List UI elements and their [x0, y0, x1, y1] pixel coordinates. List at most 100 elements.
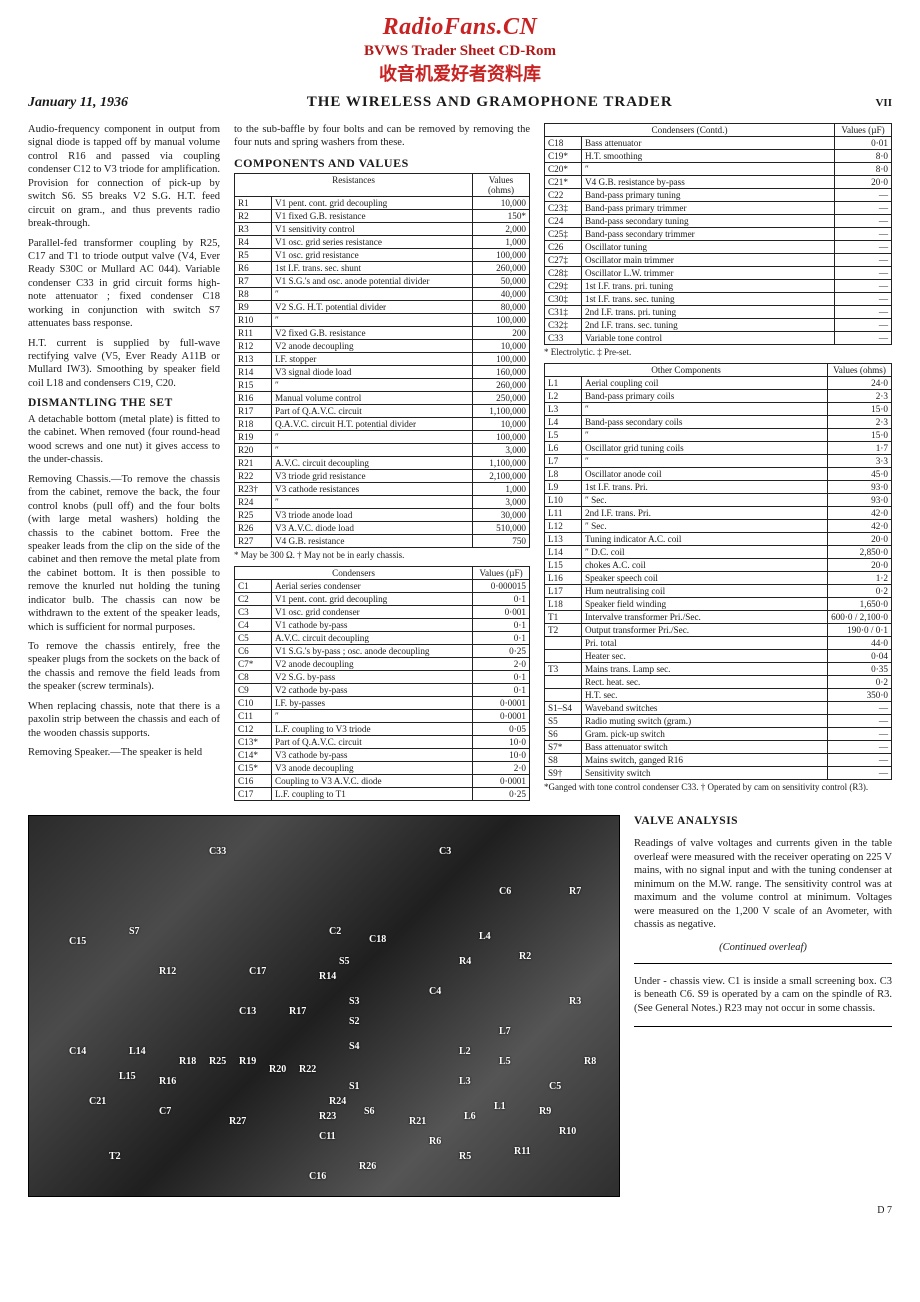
component-ref: C20*	[545, 163, 582, 176]
table-row: Heater sec.0·04	[545, 650, 892, 663]
component-ref: R4	[235, 235, 272, 248]
component-ref: L7	[545, 455, 582, 468]
photo-label: R19	[239, 1056, 256, 1067]
component-value: 0·35	[828, 663, 892, 676]
component-desc: ″	[582, 455, 828, 468]
condensers-table: Condensers Values (µF) C1Aerial series c…	[234, 566, 530, 801]
component-ref: C27‡	[545, 254, 582, 267]
photo-label: C13	[239, 1006, 256, 1017]
component-ref: R10	[235, 313, 272, 326]
component-value: 2·0	[473, 657, 530, 670]
photo-label: R23	[319, 1111, 336, 1122]
components-heading: COMPONENTS AND VALUES	[234, 156, 530, 171]
other-components-table: Other Components Values (ohms) L1Aerial …	[544, 363, 892, 780]
component-ref: R19	[235, 430, 272, 443]
watermark-line3: 收音机爱好者资料库	[0, 60, 920, 86]
component-value: 42·0	[828, 520, 892, 533]
table-row: C8V2 S.G. by-pass0·1	[235, 670, 530, 683]
component-value: 10,000	[473, 196, 530, 209]
table-row: R19″100,000	[235, 430, 530, 443]
component-ref: S7*	[545, 741, 582, 754]
component-desc: Q.A.V.C. circuit H.T. potential divider	[272, 417, 473, 430]
component-desc: ″ D.C. coil	[582, 546, 828, 559]
photo-label: S3	[349, 996, 360, 1007]
component-ref: L1	[545, 377, 582, 390]
component-desc: V2 fixed G.B. resistance	[272, 326, 473, 339]
photo-label: R12	[159, 966, 176, 977]
component-value: 8·0	[835, 150, 892, 163]
table-row: R5V1 osc. grid resistance100,000	[235, 248, 530, 261]
photo-label: S5	[339, 956, 350, 967]
component-ref: L18	[545, 598, 582, 611]
component-ref: L2	[545, 390, 582, 403]
table-row: R7V1 S.G.'s and osc. anode potential div…	[235, 274, 530, 287]
page-header: January 11, 1936 THE WIRELESS AND GRAMOP…	[28, 94, 892, 111]
component-value: 15·0	[828, 429, 892, 442]
para: A detachable bottom (metal plate) is fit…	[28, 413, 220, 467]
table-row: C25‡Band-pass secondary trimmer—	[545, 228, 892, 241]
table-row: L2Band-pass primary coils2·3	[545, 390, 892, 403]
component-value: 0·1	[473, 618, 530, 631]
table-header: Values (µF)	[835, 124, 892, 137]
component-ref: L13	[545, 533, 582, 546]
component-ref: R22	[235, 469, 272, 482]
table-row: T3Mains trans. Lamp sec.0·35	[545, 663, 892, 676]
component-desc: Band-pass primary coils	[582, 390, 828, 403]
component-desc: Output transformer Pri./Sec.	[582, 624, 828, 637]
component-value: 250,000	[473, 391, 530, 404]
component-desc: Tuning indicator A.C. coil	[582, 533, 828, 546]
component-value: 2,100,000	[473, 469, 530, 482]
component-ref: C33	[545, 332, 582, 345]
component-desc: V1 osc. grid resistance	[272, 248, 473, 261]
component-value: 2,850·0	[828, 546, 892, 559]
component-desc: Waveband switches	[582, 702, 828, 715]
table-row: R23†V3 cathode resistances1,000	[235, 482, 530, 495]
table-row: L6Oscillator grid tuning coils1·7	[545, 442, 892, 455]
photo-label: L2	[459, 1046, 471, 1057]
component-value: 200	[473, 326, 530, 339]
component-value: —	[828, 728, 892, 741]
component-desc: 1st I.F. trans. sec. shunt	[272, 261, 473, 274]
component-value: 0·25	[473, 644, 530, 657]
table-row: T2Output transformer Pri./Sec.190·0 / 0·…	[545, 624, 892, 637]
component-ref: R13	[235, 352, 272, 365]
component-ref: L10	[545, 494, 582, 507]
component-value: —	[828, 741, 892, 754]
component-desc: L.F. coupling to V3 triode	[272, 722, 473, 735]
photo-label: S2	[349, 1016, 360, 1027]
photo-label: R10	[559, 1126, 576, 1137]
table-row: R14V3 signal diode load160,000	[235, 365, 530, 378]
component-ref: R11	[235, 326, 272, 339]
component-desc: Part of Q.A.V.C. circuit	[272, 404, 473, 417]
component-value: —	[835, 332, 892, 345]
component-ref: C31‡	[545, 306, 582, 319]
component-value: —	[835, 228, 892, 241]
photo-label: T2	[109, 1151, 121, 1162]
component-desc: 2nd I.F. trans. sec. tuning	[582, 319, 835, 332]
component-ref: L8	[545, 468, 582, 481]
table-row: R8″40,000	[235, 287, 530, 300]
component-desc: H.T. smoothing	[582, 150, 835, 163]
table-row: C13*Part of Q.A.V.C. circuit10·0	[235, 735, 530, 748]
component-value: 0·01	[835, 137, 892, 150]
table-row: L8Oscillator anode coil45·0	[545, 468, 892, 481]
component-ref: L3	[545, 403, 582, 416]
component-desc: Band-pass primary trimmer	[582, 202, 835, 215]
component-value: 10·0	[473, 735, 530, 748]
component-desc: ″	[582, 163, 835, 176]
article-column-3: Condensers (Contd.) Values (µF) C18Bass …	[544, 123, 892, 801]
component-value: 100,000	[473, 352, 530, 365]
journal-title: THE WIRELESS AND GRAMOPHONE TRADER	[307, 94, 673, 111]
table-header: Values (µF)	[473, 566, 530, 579]
component-desc: chokes A.C. coil	[582, 559, 828, 572]
para: Parallel-fed transformer coupling by R25…	[28, 237, 220, 331]
table-row: C22Band-pass primary tuning—	[545, 189, 892, 202]
table-header: Other Components	[545, 364, 828, 377]
component-ref: S1–S4	[545, 702, 582, 715]
component-value: 93·0	[828, 494, 892, 507]
photo-label: R25	[209, 1056, 226, 1067]
component-ref: R20	[235, 443, 272, 456]
component-desc: Oscillator anode coil	[582, 468, 828, 481]
table-row: L112nd I.F. trans. Pri.42·0	[545, 507, 892, 520]
component-desc: 2nd I.F. trans. pri. tuning	[582, 306, 835, 319]
